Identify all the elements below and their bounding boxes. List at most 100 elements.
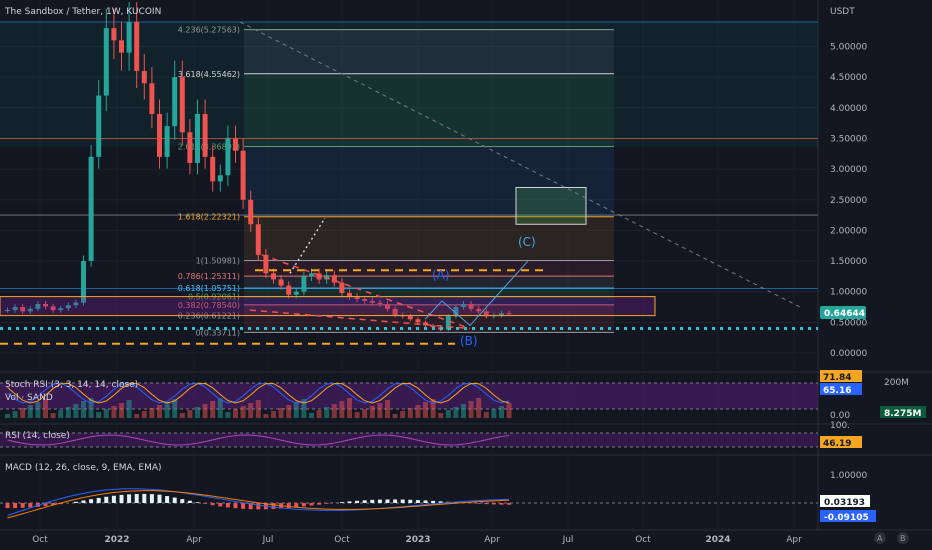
volume-bar	[377, 403, 383, 418]
fib-zone	[244, 29, 614, 74]
candle-body	[50, 306, 56, 311]
volume-title[interactable]: Vol · SAND	[5, 393, 53, 403]
candle-body	[27, 308, 33, 312]
volume-badge	[880, 406, 926, 418]
volume-bar	[141, 411, 147, 418]
price-tick-label: 3.50000	[830, 134, 867, 144]
macd-histogram-bar	[362, 500, 367, 503]
stoch-d-value: 65.16	[823, 386, 851, 396]
fib-zone	[244, 260, 614, 277]
candle-body	[445, 316, 451, 330]
time-tick-label: Apr	[484, 535, 500, 545]
volume-bar	[119, 403, 124, 418]
volume-bar	[149, 408, 155, 418]
support-zone-box	[0, 296, 656, 317]
rsi-line	[7, 434, 510, 446]
candle-body	[423, 322, 428, 326]
candle-body	[210, 156, 216, 182]
candle-body	[263, 254, 269, 274]
macd-histogram-bar	[355, 500, 360, 503]
macd-histogram-bar	[301, 503, 306, 507]
candle-body	[271, 273, 276, 280]
rsi-title[interactable]: RSI (14, close)	[5, 431, 70, 441]
volume-bar	[187, 410, 193, 418]
volume-bar	[217, 398, 223, 418]
candle-body	[476, 308, 482, 312]
macd-histogram-bar	[324, 503, 329, 504]
volume-bar	[157, 405, 162, 418]
macd-histogram-bar	[127, 494, 132, 503]
volume-bar	[12, 411, 18, 418]
volume-bar	[233, 409, 238, 418]
volume-bar	[293, 402, 299, 418]
volume-bar	[400, 411, 406, 418]
symbol-title[interactable]: The Sandbox / Tether, 1W, KUCOIN	[4, 7, 161, 17]
volume-bar	[96, 412, 102, 418]
volume-bar	[271, 411, 276, 418]
price-unit: USDT	[830, 7, 855, 17]
macd-histogram-bar	[13, 503, 18, 509]
time-tick-label: Jul	[262, 535, 274, 545]
volume-bar	[316, 410, 322, 418]
macd-histogram-bar	[476, 503, 481, 504]
indicator-panels	[0, 382, 818, 519]
drawing-overlays[interactable]	[0, 21, 818, 345]
volume-bar	[240, 406, 246, 418]
macd-histogram-bar	[5, 503, 10, 509]
candle-body	[293, 291, 299, 295]
candle-body	[187, 132, 193, 163]
stoch-k-badge	[820, 370, 862, 382]
macd-histogram-bar	[187, 500, 192, 503]
macd-histogram-bar	[256, 503, 261, 510]
candle-body	[217, 175, 223, 182]
candle-body	[73, 302, 79, 306]
candle-body	[12, 307, 18, 311]
stoch-rsi-title[interactable]: Stoch RSI (3, 3, 14, 14, close)	[5, 380, 138, 390]
candle-body	[377, 302, 383, 304]
candle-body	[347, 292, 352, 297]
price-tick-label: 4.50000	[830, 73, 867, 83]
chart-background	[0, 0, 818, 550]
candle-body	[506, 313, 512, 315]
macd-histogram-bar	[111, 495, 116, 503]
volume-bar	[225, 412, 231, 418]
macd-histogram-bar	[377, 499, 382, 503]
macd-histogram-bar	[210, 503, 215, 506]
volume-bar	[278, 408, 284, 418]
fib-zone	[244, 304, 614, 316]
candle-body	[248, 199, 254, 225]
macd-histogram-bar	[119, 494, 124, 503]
downtrend-line-lower	[249, 309, 471, 330]
volume-bar	[81, 401, 86, 418]
macd-histogram-bar	[286, 503, 291, 508]
rsi-axis-top: 100.	[830, 421, 850, 431]
macd-histogram-bar	[81, 500, 86, 503]
scale-button-a-icon: A	[877, 534, 883, 543]
scale-button-a[interactable]	[874, 532, 886, 544]
time-tick-label: 2024	[705, 535, 730, 545]
wave-label-c: (C)	[518, 235, 536, 249]
macd-histogram-bar	[149, 494, 154, 503]
stoch-k-value: 71.84	[823, 373, 851, 383]
scale-button-b[interactable]	[897, 532, 909, 544]
macd-histogram-bar	[180, 499, 185, 503]
volume-bar	[407, 408, 413, 418]
volume-bar	[392, 414, 398, 418]
candle-body	[58, 308, 64, 311]
volume-bar	[255, 400, 261, 418]
candle-body	[392, 308, 398, 315]
time-tick-label: Apr	[786, 535, 802, 545]
volume-bar	[5, 414, 10, 418]
rsi-badge	[820, 436, 862, 448]
macd-histogram-bar	[484, 503, 489, 505]
volume-bar	[445, 410, 451, 418]
volume-bar	[491, 409, 497, 418]
macd-histogram-bar	[28, 503, 33, 508]
candle-body	[286, 285, 292, 295]
macd-histogram-bar	[225, 503, 230, 508]
fib-zone	[244, 146, 614, 217]
time-tick-label: Oct	[334, 535, 350, 545]
volume-bar	[248, 403, 254, 418]
macd-title[interactable]: MACD (12, 26, close, 9, EMA, EMA)	[5, 463, 162, 473]
